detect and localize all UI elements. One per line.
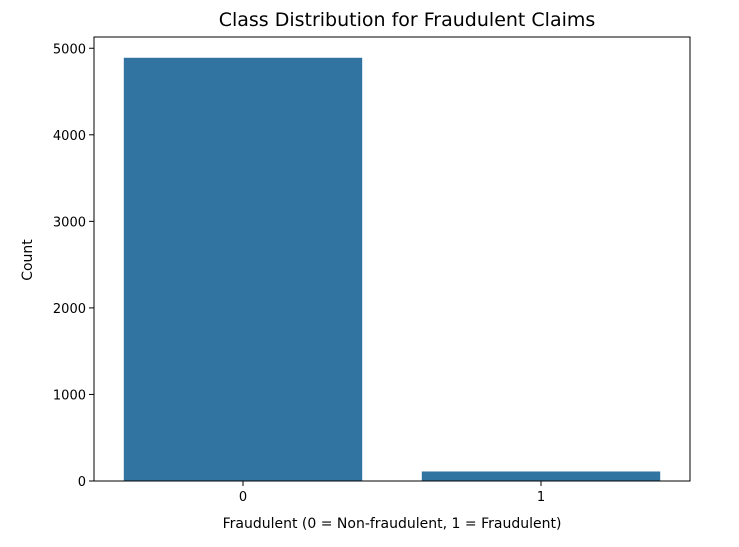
chart-title: Class Distribution for Fraudulent Claims [219,9,596,31]
y-tick-label: 2000 [53,302,86,317]
x-tick-label: 1 [537,490,545,505]
bar-1 [421,471,661,481]
y-tick-label: 5000 [53,42,86,57]
y-tick-label: 1000 [53,388,86,403]
y-tick-label: 0 [78,475,86,490]
x-axis-label: Fraudulent (0 = Non-fraudulent, 1 = Frau… [223,516,562,532]
axes-frame [93,36,691,482]
bar-0 [123,57,363,481]
y-axis-label: Count [20,239,36,281]
y-tick-label: 3000 [53,215,86,230]
plot-area: 0 1000 2000 3000 4000 5000 0 1 [53,36,691,505]
x-tick-label: 0 [239,490,247,505]
y-tick-label: 4000 [53,129,86,144]
